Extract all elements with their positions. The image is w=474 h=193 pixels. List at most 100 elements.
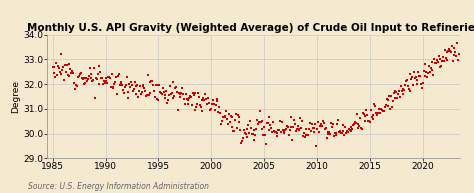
- Point: [407, 72, 414, 75]
- Point: [300, 132, 308, 135]
- Point: [73, 84, 81, 87]
- Point: [204, 97, 211, 100]
- Point: [325, 130, 332, 134]
- Point: [257, 120, 264, 124]
- Point: [103, 81, 111, 84]
- Point: [282, 128, 289, 131]
- Point: [136, 85, 144, 88]
- Point: [234, 114, 242, 117]
- Point: [413, 78, 420, 81]
- Point: [68, 70, 76, 73]
- Point: [273, 135, 281, 138]
- Point: [448, 45, 456, 48]
- Point: [91, 96, 99, 100]
- Point: [246, 131, 253, 134]
- Point: [92, 76, 100, 79]
- Point: [73, 83, 80, 86]
- Point: [81, 83, 88, 86]
- Point: [61, 63, 69, 67]
- Point: [221, 114, 228, 118]
- Point: [415, 70, 422, 74]
- Point: [333, 132, 340, 135]
- Point: [323, 136, 330, 139]
- Point: [249, 132, 256, 135]
- Point: [147, 91, 155, 94]
- Point: [50, 71, 57, 74]
- Point: [375, 107, 383, 110]
- Point: [437, 58, 444, 61]
- Point: [214, 98, 221, 101]
- Point: [320, 122, 328, 125]
- Point: [365, 120, 372, 123]
- Point: [102, 76, 109, 80]
- Point: [447, 49, 454, 52]
- Point: [275, 128, 283, 131]
- Point: [262, 142, 270, 146]
- Point: [431, 61, 439, 64]
- Point: [421, 62, 428, 65]
- Point: [295, 128, 302, 131]
- Point: [80, 76, 87, 80]
- Point: [337, 131, 345, 134]
- Point: [350, 123, 358, 126]
- Point: [160, 91, 167, 94]
- Point: [182, 92, 190, 96]
- Point: [329, 123, 337, 126]
- Point: [291, 119, 298, 122]
- Point: [132, 85, 139, 88]
- Point: [170, 96, 177, 99]
- Point: [447, 50, 455, 53]
- Point: [244, 135, 251, 138]
- Point: [412, 76, 419, 79]
- Point: [86, 66, 93, 69]
- Point: [69, 72, 77, 75]
- Point: [267, 126, 275, 130]
- Point: [336, 129, 344, 132]
- Point: [440, 60, 448, 63]
- Point: [368, 115, 375, 118]
- Point: [455, 52, 463, 56]
- Point: [120, 92, 128, 95]
- Point: [309, 126, 317, 129]
- Point: [107, 86, 115, 89]
- Point: [228, 125, 236, 129]
- Point: [453, 54, 460, 57]
- Point: [207, 108, 214, 111]
- Point: [181, 102, 189, 105]
- Point: [163, 90, 170, 93]
- Point: [194, 91, 202, 95]
- Point: [188, 103, 196, 107]
- Point: [227, 115, 235, 118]
- Point: [406, 90, 413, 93]
- Point: [318, 124, 325, 127]
- Point: [349, 123, 357, 126]
- Point: [168, 92, 175, 95]
- Point: [52, 75, 59, 79]
- Point: [109, 86, 117, 89]
- Point: [243, 127, 250, 130]
- Point: [118, 83, 126, 86]
- Point: [265, 115, 273, 119]
- Point: [328, 121, 335, 124]
- Point: [121, 85, 129, 88]
- Point: [342, 131, 350, 134]
- Point: [304, 134, 312, 137]
- Point: [54, 65, 62, 68]
- Point: [74, 75, 82, 78]
- Point: [381, 105, 389, 108]
- Point: [395, 89, 403, 92]
- Point: [453, 41, 461, 44]
- Point: [374, 111, 382, 114]
- Point: [261, 133, 269, 136]
- Point: [335, 131, 343, 134]
- Point: [296, 129, 303, 132]
- Point: [264, 122, 272, 125]
- Point: [258, 119, 265, 122]
- Point: [369, 118, 376, 121]
- Point: [161, 97, 168, 100]
- Point: [338, 132, 346, 135]
- Point: [288, 125, 295, 128]
- Point: [66, 68, 74, 71]
- Point: [445, 49, 452, 52]
- Point: [191, 108, 198, 111]
